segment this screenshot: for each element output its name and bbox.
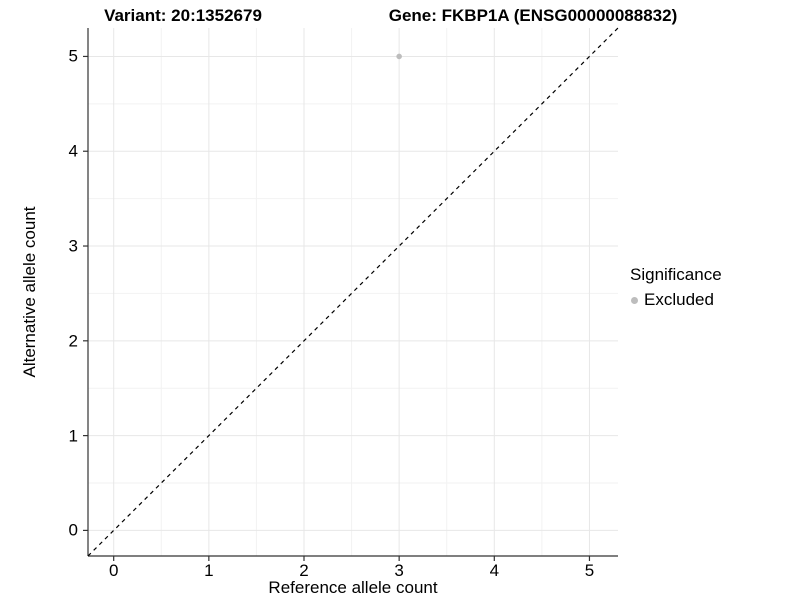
x-tick-label: 2 [299, 561, 309, 580]
y-tick-label: 4 [68, 141, 78, 161]
x-tick-label: 4 [489, 561, 500, 580]
y-tick-label: 5 [68, 46, 78, 66]
legend-title: Significance [630, 265, 722, 284]
x-tick-label: 1 [204, 561, 214, 580]
y-tick-label: 1 [68, 426, 78, 446]
plot-title-variant: Variant: 20:1352679 [104, 6, 262, 25]
legend-point-icon [631, 296, 638, 304]
legend-item-label: Excluded [644, 290, 714, 309]
legend-item-excluded: Excluded [630, 290, 722, 310]
y-tick-label: 2 [68, 331, 78, 351]
y-axis-title: Alternative allele count [20, 206, 39, 378]
identity-reference-line [87, 27, 619, 557]
x-tick-label: 5 [584, 561, 595, 580]
x-axis-title: Reference allele count [268, 578, 438, 597]
legend: Significance Excluded [630, 265, 722, 310]
x-tick-label: 3 [394, 561, 404, 580]
y-tick-label: 3 [68, 236, 78, 256]
x-tick-label: 0 [108, 561, 119, 580]
data-point [396, 53, 402, 60]
y-tick-label: 0 [68, 520, 78, 540]
plot-title-gene: Gene: FKBP1A (ENSG00000088832) [388, 6, 678, 25]
